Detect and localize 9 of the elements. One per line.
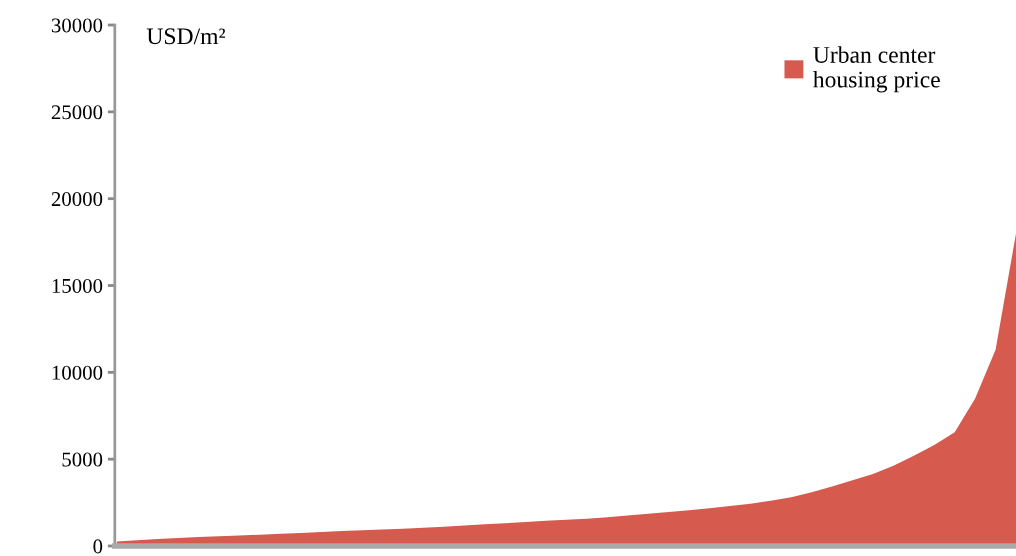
y-tick-label: 0 bbox=[93, 539, 103, 554]
legend-label: Urban center housing price bbox=[813, 46, 940, 93]
y-tick-label: 30000 bbox=[51, 18, 103, 33]
y-tick-label: 5000 bbox=[62, 452, 103, 467]
y-tick-label: 10000 bbox=[52, 365, 103, 380]
y-tick-label: 25000 bbox=[51, 105, 103, 120]
y-tick-label: 15000 bbox=[52, 278, 103, 293]
y-axis-title: USD/m² bbox=[146, 28, 226, 45]
y-tick-label: 20000 bbox=[51, 192, 103, 207]
